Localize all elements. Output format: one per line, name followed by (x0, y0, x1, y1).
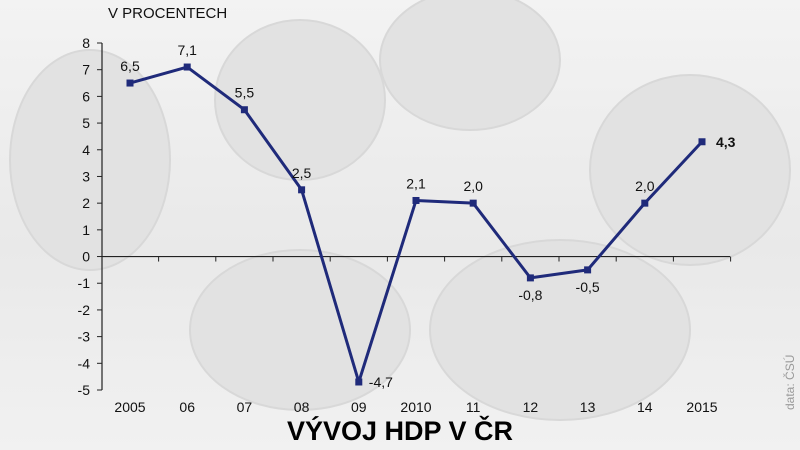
data-label: 2,0 (635, 178, 655, 194)
y-tick-label: 1 (82, 222, 90, 238)
data-point (526, 274, 534, 282)
x-axis-ticks: 2005 06 07 08 09 2010 11 12 13 14 2015 (114, 256, 732, 415)
unit-label: V PROCENTECH (108, 5, 227, 22)
data-labels: 6,5 7,1 5,5 2,5 -4,7 2,1 2,0 -0,8 -0,5 2,0 4,3 (120, 42, 735, 390)
data-point (698, 138, 706, 146)
x-tick-label: 06 (179, 399, 195, 415)
y-tick-label: -4 (78, 355, 91, 371)
data-label: -4,7 (369, 374, 393, 390)
data-label: 2,1 (406, 175, 426, 191)
x-tick-label: 2015 (686, 399, 717, 415)
data-label: 5,5 (235, 85, 255, 101)
data-point (355, 378, 363, 386)
data-point (183, 63, 191, 71)
data-point (412, 196, 420, 204)
y-tick-label: 6 (82, 88, 90, 104)
y-tick-label: 5 (82, 115, 90, 131)
x-tick-label: 2010 (400, 399, 431, 415)
x-tick-label: 12 (523, 399, 539, 415)
source-note: data: ČSÚ (782, 355, 797, 410)
y-tick-label: 7 (82, 62, 90, 78)
data-point (298, 186, 306, 194)
data-points (126, 63, 706, 386)
y-axis-ticks: 8 7 6 5 4 3 2 1 0 -1 -2 -3 -4 -5 (78, 35, 102, 398)
data-label: 7,1 (177, 42, 197, 58)
chart-title: VÝVOJ HDP V ČR (287, 415, 513, 446)
x-tick-label: 14 (637, 399, 653, 415)
y-tick-label: 8 (82, 35, 90, 51)
data-label: 2,5 (292, 165, 312, 181)
data-point (641, 199, 649, 207)
data-label: -0,5 (576, 279, 600, 295)
data-point (240, 106, 248, 114)
x-tick-label: 11 (466, 399, 481, 415)
y-tick-label: -3 (78, 329, 91, 345)
data-label: 2,0 (463, 178, 483, 194)
x-tick-label: 07 (237, 399, 253, 415)
y-tick-label: -1 (78, 275, 91, 291)
y-tick-label: 2 (82, 195, 90, 211)
y-tick-label: -2 (78, 302, 91, 318)
data-label: -0,8 (518, 287, 542, 303)
data-point (126, 79, 134, 87)
data-label: 6,5 (120, 58, 140, 74)
data-label: 4,3 (716, 134, 736, 150)
series-line (129, 65, 704, 384)
x-tick-label: 13 (580, 399, 596, 415)
y-tick-label: 4 (82, 142, 90, 158)
x-tick-label: 2005 (114, 399, 145, 415)
x-tick-label: 08 (294, 399, 310, 415)
y-tick-label: 0 (82, 249, 90, 265)
data-point (469, 199, 477, 207)
x-tick-label: 09 (351, 399, 367, 415)
y-tick-label: 3 (82, 168, 90, 184)
y-tick-label: -5 (78, 382, 91, 398)
data-point (584, 266, 592, 274)
